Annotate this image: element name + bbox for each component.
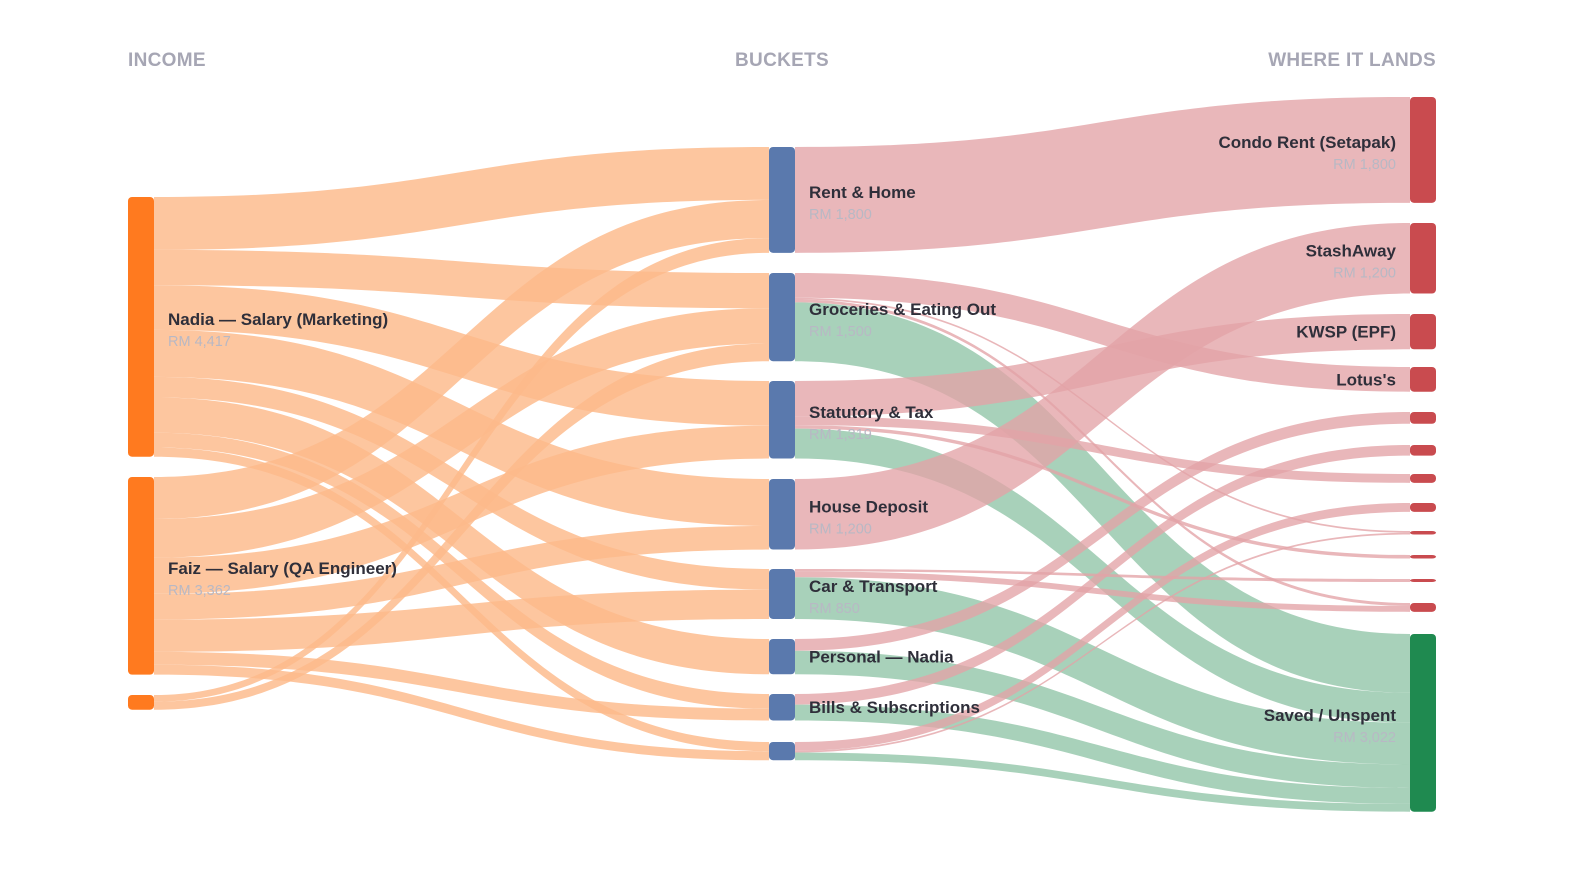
node-d8[interactable] <box>1410 503 1436 512</box>
link-bills-to-saved[interactable] <box>795 704 1410 804</box>
link-misc-to-saved[interactable] <box>795 752 1410 812</box>
node-label-rent: Rent & Home <box>809 183 916 202</box>
node-other_income[interactable] <box>128 695 154 710</box>
node-statutory[interactable] <box>769 381 795 459</box>
node-label-bills: Bills & Subscriptions <box>809 698 980 717</box>
node-label-house: House Deposit <box>809 497 928 516</box>
link-misc-to-d9[interactable] <box>795 532 1410 753</box>
node-rent[interactable] <box>769 147 795 253</box>
link-house-to-stashaway[interactable] <box>795 223 1410 550</box>
link-nadia-to-rent[interactable] <box>154 147 769 250</box>
link-statutory-to-d10[interactable] <box>795 425 1410 559</box>
node-d10[interactable] <box>1410 555 1436 559</box>
node-label-groceries: Groceries & Eating Out <box>809 300 996 319</box>
node-d11[interactable] <box>1410 579 1436 582</box>
link-faiz-to-misc[interactable] <box>154 664 769 761</box>
node-label-lotus: Lotus's <box>1336 370 1396 389</box>
link-nadia-to-car[interactable] <box>154 376 769 590</box>
node-value-statutory: RM 1,319 <box>809 427 872 443</box>
node-label-nadia: Nadia — Salary (Marketing) <box>168 310 388 329</box>
node-condo[interactable] <box>1410 97 1436 203</box>
node-label-kwsp: KWSP (EPF) <box>1296 323 1396 342</box>
column-heading-income: INCOME <box>128 50 206 71</box>
node-d12[interactable] <box>1410 603 1436 612</box>
node-value-stashaway: RM 1,200 <box>1333 265 1396 281</box>
link-faiz-to-groceries[interactable] <box>154 308 769 558</box>
link-rent-to-condo[interactable] <box>795 97 1410 253</box>
link-other_income-to-groceries[interactable] <box>154 343 769 710</box>
node-value-saved: RM 3,022 <box>1333 730 1396 746</box>
node-label-condo: Condo Rent (Setapak) <box>1218 133 1396 152</box>
link-car-to-d12[interactable] <box>795 571 1410 612</box>
node-misc[interactable] <box>769 742 795 761</box>
column-heading-buckets: BUCKETS <box>735 50 829 71</box>
node-groceries[interactable] <box>769 273 795 362</box>
node-value-nadia: RM 4,417 <box>168 334 231 350</box>
link-faiz-to-statutory[interactable] <box>154 425 769 594</box>
node-label-stashaway: StashAway <box>1306 241 1397 260</box>
node-value-house: RM 1,200 <box>809 521 872 537</box>
nodes-layer <box>128 97 1436 812</box>
node-d9[interactable] <box>1410 531 1436 535</box>
link-personal-to-saved[interactable] <box>795 650 1410 788</box>
link-personal-to-d5[interactable] <box>795 412 1410 651</box>
node-value-rent: RM 1,800 <box>809 207 872 223</box>
node-label-saved: Saved / Unspent <box>1264 706 1397 725</box>
link-faiz-to-car[interactable] <box>154 589 769 652</box>
link-faiz-to-rent[interactable] <box>154 199 769 519</box>
node-nadia[interactable] <box>128 197 154 457</box>
column-heading-destinations: WHERE IT LANDS <box>1268 50 1436 71</box>
node-lotus[interactable] <box>1410 367 1436 392</box>
link-other_income-to-rent[interactable] <box>154 238 769 702</box>
link-misc-to-d8[interactable] <box>795 503 1410 751</box>
node-value-condo: RM 1,800 <box>1333 157 1396 173</box>
node-saved[interactable] <box>1410 634 1436 812</box>
link-bills-to-d6[interactable] <box>795 445 1410 705</box>
node-stashaway[interactable] <box>1410 223 1436 294</box>
node-kwsp[interactable] <box>1410 314 1436 350</box>
node-label-car: Car & Transport <box>809 577 938 596</box>
node-value-groceries: RM 1,500 <box>809 324 872 340</box>
link-groceries-to-saved[interactable] <box>795 302 1410 693</box>
labels-layer: Nadia — Salary (Marketing) RM 4,417 Faiz —… <box>168 133 1397 746</box>
node-personal[interactable] <box>769 639 795 675</box>
node-faiz[interactable] <box>128 477 154 675</box>
link-nadia-to-personal[interactable] <box>154 397 769 675</box>
node-house[interactable] <box>769 479 795 550</box>
node-value-car: RM 850 <box>809 601 860 617</box>
links-layer <box>154 97 1410 812</box>
node-d7[interactable] <box>1410 474 1436 483</box>
link-nadia-to-misc[interactable] <box>154 447 769 752</box>
node-label-statutory: Statutory & Tax <box>809 403 934 422</box>
link-statutory-to-d7[interactable] <box>795 416 1410 483</box>
node-label-personal: Personal — Nadia <box>809 648 954 667</box>
node-label-faiz: Faiz — Salary (QA Engineer) <box>168 559 397 578</box>
link-groceries-to-lotus[interactable] <box>795 273 1410 392</box>
node-value-faiz: RM 3,362 <box>168 583 231 599</box>
node-d5[interactable] <box>1410 412 1436 424</box>
node-d6[interactable] <box>1410 445 1436 456</box>
node-car[interactable] <box>769 569 795 619</box>
link-faiz-to-house[interactable] <box>154 526 769 620</box>
node-bills[interactable] <box>769 694 795 721</box>
